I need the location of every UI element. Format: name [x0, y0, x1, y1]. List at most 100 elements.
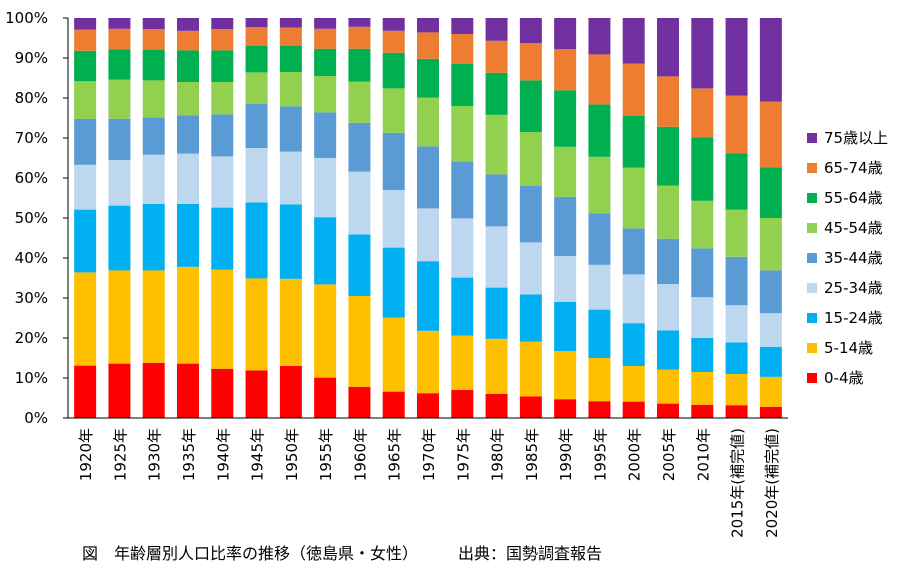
bar-segment [314, 76, 337, 113]
bar-segment [519, 242, 542, 295]
bar-segment [142, 270, 165, 363]
legend-label: 55-64歳 [824, 189, 883, 207]
legend-swatch [807, 193, 817, 203]
bar-segment [245, 103, 268, 148]
x-tick-label: 2000年 [626, 428, 644, 481]
bar-segment [519, 396, 542, 418]
y-tick-label: 20% [15, 329, 48, 347]
bar-segment [142, 117, 165, 155]
bar-segment [485, 174, 508, 227]
x-tick-label: 1950年 [283, 428, 301, 481]
bar-segment [657, 76, 679, 127]
legend-swatch [807, 223, 817, 233]
bar-segment [451, 335, 474, 390]
bar-segment [485, 338, 508, 394]
x-tick-label: 1970年 [420, 428, 438, 481]
bar-segment [211, 269, 234, 369]
legend-swatch [807, 313, 817, 323]
bar-segment [691, 137, 714, 201]
bar-segment [108, 28, 131, 50]
y-tick-label: 30% [15, 289, 48, 307]
legend-label: 35-44歳 [824, 249, 883, 267]
bar-segment [554, 146, 577, 197]
y-tick-label: 100% [5, 9, 48, 27]
bar-segment [279, 72, 302, 107]
bar-segment [348, 386, 371, 418]
legend-swatch [807, 283, 817, 293]
bar-segment [588, 18, 611, 55]
bar-segment [725, 18, 748, 96]
bar-segment [725, 95, 748, 154]
bar-segment [314, 28, 337, 49]
bar-segment [588, 309, 611, 358]
y-axis: 0% 10% 20% 30% 40% 50% 60% 70% 80% 90% 100% [5, 9, 69, 427]
bar-segment [245, 18, 268, 28]
bar-segment [177, 30, 199, 51]
bar-segment [177, 266, 199, 364]
bar-segment [108, 205, 131, 271]
bar-segment [348, 48, 371, 82]
bar-segment [177, 204, 199, 267]
bar-segment [279, 106, 302, 152]
bar-segment [417, 58, 439, 98]
bar-segment [74, 18, 97, 30]
x-tick-label: 1995年 [591, 428, 609, 481]
bar-segment [657, 369, 679, 404]
bar-segment [279, 278, 302, 366]
bar-segment [314, 48, 337, 76]
bar-segment [245, 148, 268, 203]
legend-label: 25-34歳 [824, 279, 883, 297]
bar-segment [588, 401, 611, 418]
bar-segment [485, 72, 508, 115]
bar-segment [142, 154, 165, 204]
bar-segment [759, 406, 782, 418]
x-tick-label: 2005年 [660, 428, 678, 481]
bar-segment [622, 116, 645, 168]
y-tick-label: 10% [15, 369, 48, 387]
bar-segment [279, 366, 302, 418]
bar-segment [588, 54, 611, 105]
bar-segment [519, 294, 542, 342]
bar-segment [245, 278, 268, 371]
y-tick-label: 60% [15, 169, 48, 187]
bar-segment [74, 164, 97, 210]
x-tick-label: 1960年 [351, 428, 369, 481]
bar-segment [279, 204, 302, 279]
bar-segment [759, 101, 782, 168]
bar-segment [622, 228, 645, 275]
legend-swatch [807, 133, 817, 143]
bar-segment [588, 264, 611, 310]
legend-swatch [807, 373, 817, 383]
bar-segment [622, 401, 645, 418]
bar-segment [211, 82, 234, 115]
bar-segment [177, 18, 199, 31]
bar-segment [211, 156, 234, 208]
legend-swatch [807, 253, 817, 263]
x-tick-label: 1965年 [386, 428, 404, 481]
bar-segment [211, 114, 234, 157]
bar-segment [177, 82, 199, 116]
bar-segment [314, 284, 337, 378]
x-tick-label: 1980年 [489, 428, 507, 481]
bar-segment [211, 368, 234, 418]
x-tick-label: 1940年 [214, 428, 232, 481]
bar-segment [279, 27, 302, 46]
bar-segment [417, 330, 439, 394]
bar-segment [588, 213, 611, 265]
bar-segment [691, 404, 714, 418]
bar-segment [245, 27, 268, 46]
caption-source: 出典：国勢調査報告 [458, 544, 603, 563]
x-tick-label: 1930年 [146, 428, 164, 481]
bar-segment [348, 81, 371, 123]
bar-segment [108, 363, 131, 418]
bar-segment [759, 346, 782, 377]
legend-label: 0-4歳 [824, 369, 864, 387]
bar-segment [211, 29, 234, 51]
bar-segment [691, 200, 714, 249]
legend-label: 45-54歳 [824, 219, 883, 237]
bar-segment [142, 50, 165, 81]
bar-segment [759, 270, 782, 314]
bar-segment [759, 167, 782, 218]
bar-segment [519, 186, 542, 243]
bars-layer [74, 18, 782, 418]
